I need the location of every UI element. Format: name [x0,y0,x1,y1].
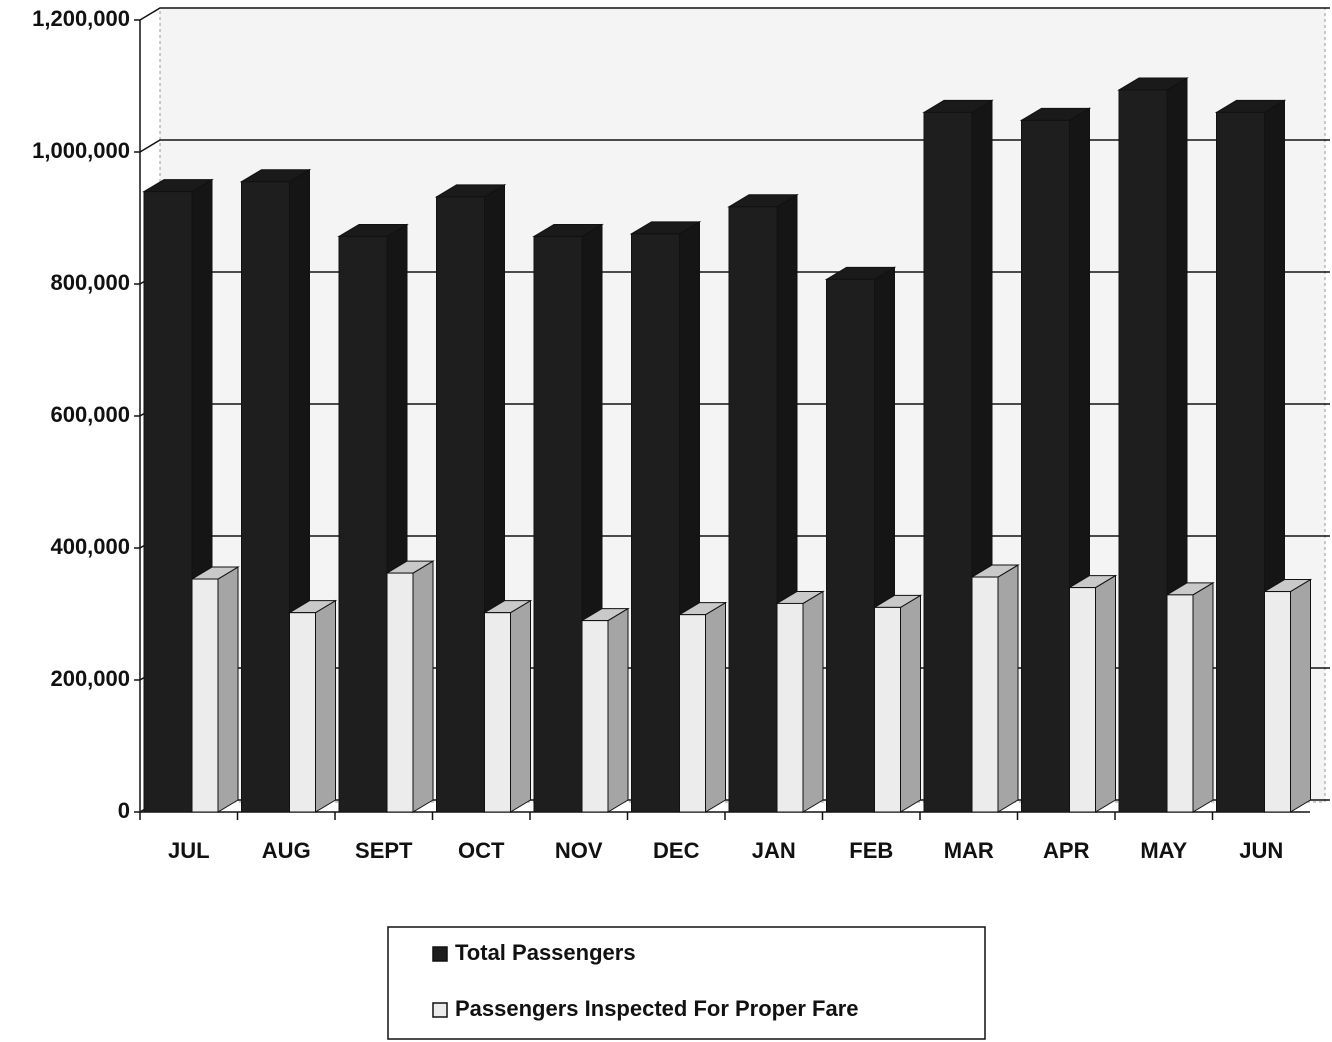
x-tick-label: SEPT [355,838,413,863]
bar [581,620,609,813]
y-tick-label: 0 [118,798,130,823]
bar [776,602,804,813]
bar [874,606,901,813]
bar [1021,119,1070,813]
bar [826,278,875,813]
bar [386,572,414,813]
bar [143,191,193,813]
y-tick-label: 600,000 [50,402,130,427]
bar [971,576,999,813]
bar [1069,587,1096,813]
bar-side [1095,574,1116,813]
legend-swatch [432,946,448,962]
bar [631,233,680,813]
x-tick-label: OCT [458,838,505,863]
bar [191,578,219,813]
x-tick-label: MAY [1140,838,1187,863]
x-tick-label: FEB [849,838,893,863]
bar [1118,89,1168,813]
bar [436,196,485,813]
bar-side [705,601,726,813]
y-tick-label: 800,000 [50,270,130,295]
bar-side [997,564,1019,813]
legend-label: Passengers Inspected For Proper Fare [455,996,859,1021]
bar-side [217,566,239,813]
legend-box [387,926,986,1040]
bar-side [607,607,629,813]
bar [289,612,316,813]
y-tick-label: 400,000 [50,534,130,559]
bar [923,111,973,813]
x-tick-label: NOV [555,838,603,863]
bar-side [315,599,336,813]
x-tick-label: MAR [944,838,994,863]
legend-swatch [432,1002,448,1018]
bar [679,614,706,813]
y-tick-label: 1,200,000 [32,6,130,31]
bar [338,235,388,813]
x-tick-label: AUG [262,838,311,863]
y-tick-label: 1,000,000 [32,138,130,163]
bar-side [412,560,434,813]
x-tick-label: JAN [752,838,796,863]
bar [241,181,290,813]
x-tick-label: JUN [1239,838,1283,863]
x-tick-label: APR [1043,838,1090,863]
bar [1264,591,1291,813]
bar-side [1290,578,1311,813]
bar [1166,594,1194,813]
grid-line [139,7,1330,21]
bar [484,612,511,813]
x-tick-label: DEC [653,838,700,863]
bar-side [1192,581,1214,813]
x-tick-label: JUL [168,838,210,863]
bar-side [510,599,531,813]
bar [533,235,583,813]
bar [1216,111,1265,813]
bar-side [900,594,921,813]
y-tick-label: 200,000 [50,666,130,691]
legend-label: Total Passengers [455,940,636,965]
bar [728,206,778,813]
bar-side [802,590,824,813]
